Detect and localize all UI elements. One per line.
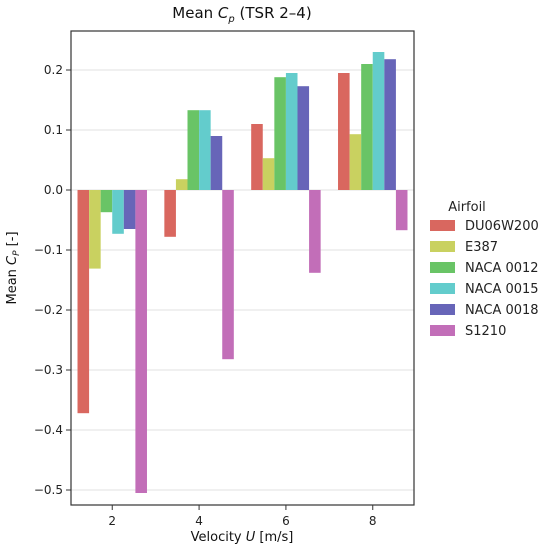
bar	[338, 73, 350, 190]
legend-swatch	[430, 304, 455, 315]
legend-swatch	[430, 283, 455, 294]
legend-label: NACA 0015	[465, 282, 539, 297]
legend-title: Airfoil	[448, 200, 486, 215]
legend-swatch	[430, 262, 455, 273]
x-axis-label-var: U	[246, 530, 256, 545]
x-tick-label: 8	[369, 514, 377, 528]
bar	[262, 158, 275, 190]
x-tick-label: 2	[108, 514, 116, 528]
bar	[89, 190, 101, 269]
chart-title: Mean Cp (TSR 2–4)	[172, 4, 311, 25]
y-tick-label: −0.4	[34, 423, 63, 437]
chart-title-sub: p	[227, 14, 234, 25]
bar	[349, 134, 362, 190]
bar	[210, 136, 223, 190]
y-tick-label: 0.0	[44, 183, 63, 197]
bar	[395, 190, 408, 231]
y-tick-label: 0.2	[44, 63, 63, 77]
y-tick-label: −0.3	[34, 363, 63, 377]
x-axis-label-suffix: [m/s]	[255, 530, 293, 545]
bar	[309, 190, 321, 273]
bar	[274, 77, 286, 190]
legend-swatch	[430, 325, 455, 336]
bar	[285, 73, 298, 190]
legend-swatch	[430, 220, 455, 231]
y-axis-label-prefix: Mean	[5, 265, 20, 305]
y-axis-label-suffix: [-]	[5, 231, 20, 250]
bar	[222, 190, 234, 360]
y-tick-label: −0.2	[34, 303, 63, 317]
x-axis-label: Velocity U [m/s]	[191, 530, 294, 545]
x-tick-label: 4	[195, 514, 203, 528]
x-tick-label: 6	[282, 514, 290, 528]
chart-title-prefix: Mean	[172, 4, 218, 22]
y-axis-label-sub: P	[12, 250, 22, 256]
bar	[77, 190, 90, 414]
bar	[175, 179, 188, 190]
legend-label: E387	[465, 240, 498, 255]
x-axis-label-prefix: Velocity	[191, 530, 246, 545]
legend: Airfoil DU06W200 E387 NACA 0012 NACA 0015 NA…	[430, 200, 539, 339]
bar	[112, 190, 124, 234]
bar	[384, 59, 396, 191]
bar	[372, 52, 385, 190]
legend-label: DU06W200	[465, 219, 539, 234]
bar	[361, 64, 373, 190]
legend-swatch	[430, 241, 455, 252]
bar	[199, 110, 211, 190]
bar	[135, 190, 147, 493]
chart-title-suffix: (TSR 2–4)	[235, 4, 312, 22]
y-axis-label: Mean CP [-]	[5, 231, 22, 304]
y-tick-label: −0.1	[34, 243, 63, 257]
legend-label: S1210	[465, 324, 506, 339]
legend-label: NACA 0012	[465, 261, 539, 276]
axes-layer: 0.2 0.1 0.0 −0.1 −0.2 −0.3 −0.4 −0.5 2 4 6 8	[34, 30, 415, 528]
y-axis-label-var: C	[5, 255, 20, 265]
bar	[251, 124, 263, 190]
y-tick-label: −0.5	[34, 483, 63, 497]
bars-layer	[77, 52, 408, 493]
bar	[187, 110, 200, 190]
bar	[297, 86, 310, 190]
y-tick-label: 0.1	[44, 123, 63, 137]
bar	[100, 190, 113, 213]
chart-title-var: C	[218, 4, 229, 22]
bar	[123, 190, 136, 229]
plot-frame	[70, 30, 415, 506]
legend-label: NACA 0018	[465, 303, 539, 318]
bar	[164, 190, 176, 237]
